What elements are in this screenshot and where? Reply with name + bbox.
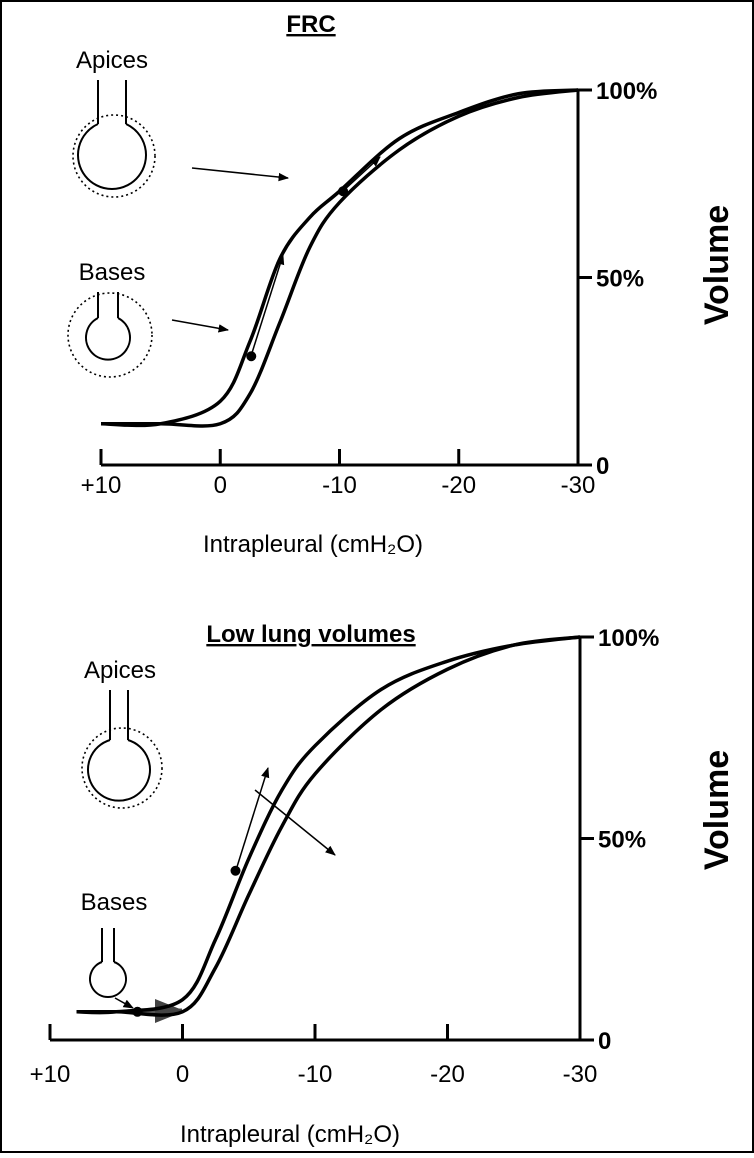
y-tick-label: 100%	[598, 625, 659, 652]
point	[230, 865, 241, 876]
x-tick-label: -30	[563, 1061, 598, 1088]
curve	[76, 635, 581, 1017]
y-tick-label: 100%	[596, 78, 657, 105]
x-tick-label: +10	[81, 472, 122, 499]
curve	[100, 88, 579, 428]
point	[246, 351, 257, 362]
y-tick-label: 0	[598, 1028, 611, 1055]
chart-title: Low lung volumes	[206, 621, 415, 648]
x-tick-label: -30	[561, 472, 596, 499]
curve	[100, 88, 579, 428]
curve	[76, 635, 581, 1015]
bases-icon	[89, 928, 127, 998]
y-tick-label: 50%	[598, 827, 646, 854]
annotation: Bases	[81, 889, 148, 916]
annotation: Apices	[76, 47, 148, 74]
point	[338, 186, 349, 197]
arrow	[254, 789, 336, 856]
x-axis-label: Intrapleural (cmH₂O)	[203, 531, 423, 558]
x-tick-label: +10	[30, 1061, 71, 1088]
arrow	[114, 997, 134, 1009]
arrow	[191, 167, 290, 182]
apices-icon	[81, 690, 163, 809]
x-tick-label: -20	[430, 1061, 465, 1088]
arrow	[171, 319, 230, 333]
bases-icon	[67, 292, 153, 378]
chart-title: FRC	[286, 11, 335, 38]
x-tick-label: 0	[176, 1061, 189, 1088]
x-axis-label: Intrapleural (cmH₂O)	[180, 1121, 400, 1148]
y-axis-label: Volume	[698, 750, 736, 870]
y-tick-label: 0	[596, 453, 609, 480]
arrow	[250, 253, 285, 357]
apices-icon	[72, 80, 156, 198]
annotation: Apices	[84, 657, 156, 684]
x-tick-label: -10	[298, 1061, 333, 1088]
arrow	[341, 156, 381, 193]
x-tick-label: -20	[441, 472, 476, 499]
annotation: Bases	[79, 259, 146, 286]
y-axis-label: Volume	[698, 205, 736, 325]
x-tick-label: -10	[322, 472, 357, 499]
x-tick-label: 0	[214, 472, 227, 499]
y-tick-label: 50%	[596, 266, 644, 293]
arrow	[235, 766, 270, 871]
point	[132, 1006, 143, 1017]
